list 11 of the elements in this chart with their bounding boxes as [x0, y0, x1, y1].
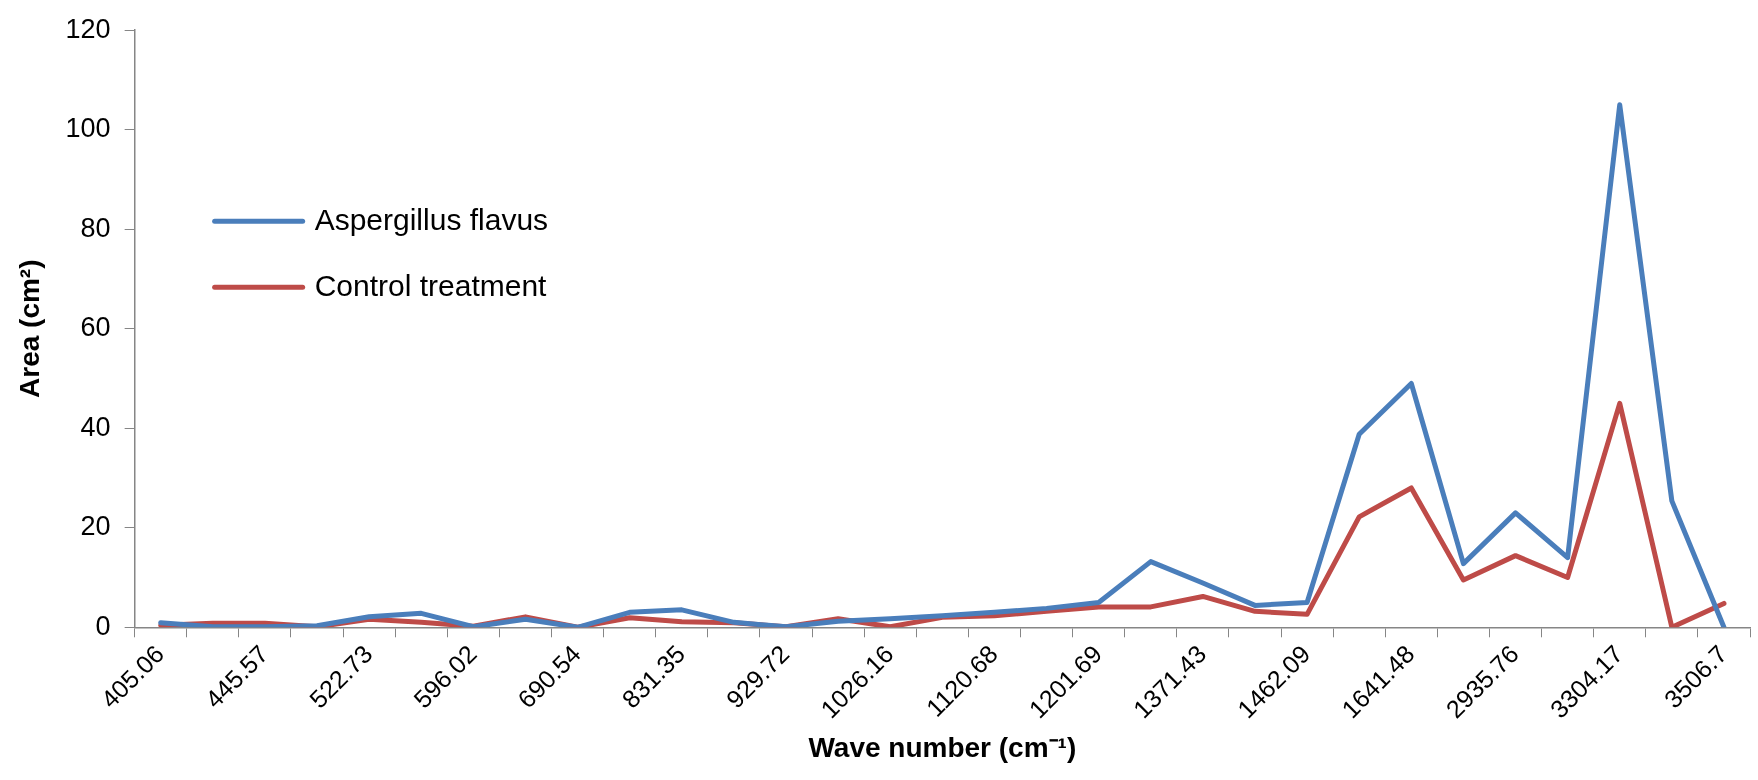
y-tick-label: 120 [65, 13, 111, 44]
legend-label: Aspergillus flavus [314, 202, 549, 236]
y-axis-title: Area (cm²) [13, 259, 45, 398]
y-tick-label: 100 [65, 113, 111, 144]
x-axis-title: Wave number (cm⁻¹) [808, 731, 1077, 763]
y-tick-label: 0 [95, 610, 111, 641]
legend-label: Control treatment [314, 268, 548, 302]
y-tick-label: 60 [80, 312, 111, 343]
y-tick-label: 40 [80, 411, 111, 442]
y-tick-label: 20 [80, 511, 111, 542]
y-tick-label: 80 [80, 212, 111, 243]
